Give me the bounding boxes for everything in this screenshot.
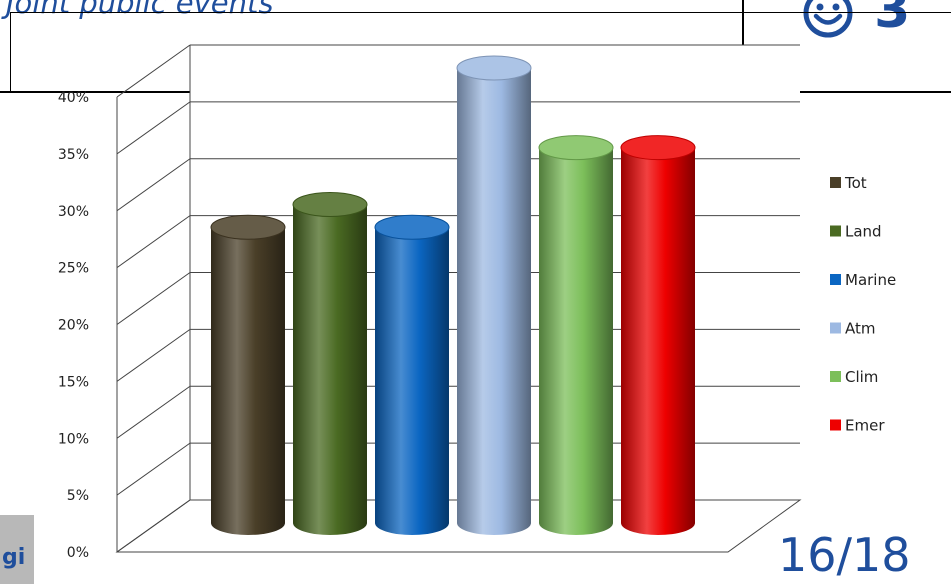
legend-swatch-land [830, 225, 841, 237]
gridline-side [116, 44, 191, 98]
bar-top-tot [210, 214, 286, 240]
gridline-side [116, 101, 191, 155]
bar-top-atm [456, 55, 532, 81]
bar-top-marine [374, 214, 450, 240]
side-tab: gi [0, 515, 34, 584]
legend-label-marine: Marine [845, 271, 896, 289]
chart-floor [115, 499, 802, 553]
header-rule-left [10, 12, 11, 92]
y-tick-label: 40% [58, 90, 89, 106]
bar-marine [375, 227, 449, 535]
y-tick-label: 5% [67, 488, 89, 504]
bar-atm [457, 68, 531, 535]
legend-swatch-emer [830, 419, 841, 431]
page-number: 16/18 [778, 528, 911, 582]
legend-label-emer: Emer [845, 417, 885, 435]
y-tick-label: 20% [58, 318, 89, 334]
bar-top-land [292, 192, 368, 217]
smiley-icon [803, 0, 853, 38]
legend-swatch-marine [830, 274, 841, 285]
y-tick-label: 30% [58, 204, 89, 220]
side-tab-text: gi [2, 545, 26, 570]
legend-swatch-atm [830, 322, 841, 334]
gridline-side [116, 442, 191, 496]
y-tick-label: 25% [58, 261, 89, 277]
bar-top-clim [538, 135, 614, 161]
legend-label-land: Land [845, 223, 882, 241]
y-tick-label: 35% [58, 147, 89, 163]
legend-label-atm: Atm [845, 320, 876, 338]
gridline-side [116, 215, 191, 269]
bar-land [293, 204, 367, 535]
legend-swatch-tot [830, 177, 841, 188]
y-tick-label: 10% [58, 431, 89, 447]
bar-clim [539, 147, 613, 535]
gridline-side [116, 272, 191, 325]
y-tick-label: 15% [58, 374, 89, 390]
score-indicator: 3 [800, 0, 910, 41]
header-rule-top [10, 12, 951, 13]
gridline-side [116, 158, 191, 212]
legend-swatch-clim [830, 371, 841, 382]
bar-tot [211, 227, 285, 535]
gridline-side [116, 385, 191, 439]
bar-emer [621, 147, 695, 535]
y-tick-label: 0% [67, 545, 89, 561]
legend-label-tot: Tot [844, 174, 867, 192]
bar-top-emer [620, 135, 696, 161]
legend-label-clim: Clim [845, 368, 878, 386]
score-value: 3 [874, 0, 911, 40]
slide-heading: Joint public events [6, 0, 274, 20]
gridline-side [116, 328, 191, 382]
